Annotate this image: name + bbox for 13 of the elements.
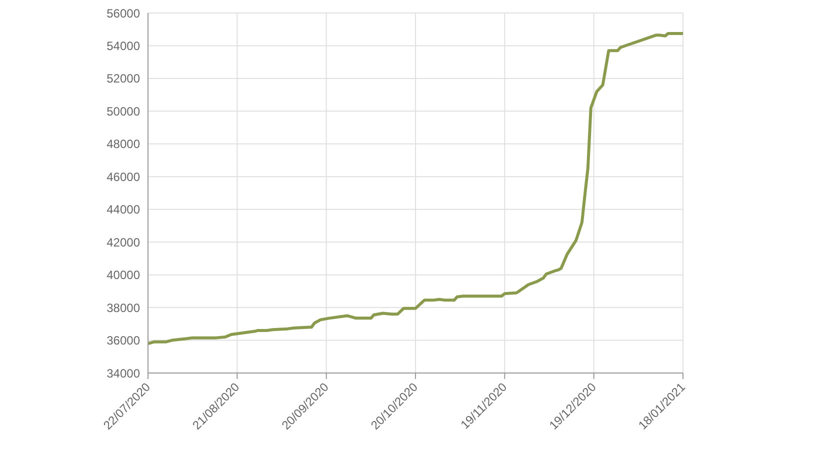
y-tick-label: 46000 [106, 170, 140, 184]
y-tick-label: 38000 [106, 300, 140, 315]
y-tick-label: 42000 [106, 235, 140, 250]
line-series [148, 32, 683, 346]
y-tick-label: 44000 [106, 202, 140, 217]
y-tick-label: 54000 [106, 38, 140, 53]
y-tick-label: 34000 [106, 366, 140, 380]
y-tick-label: 52000 [106, 72, 140, 86]
y-tick-label: 40000 [106, 268, 140, 282]
y-tick-label: 48000 [106, 137, 140, 152]
y-tick-label: 50000 [106, 104, 140, 118]
y-tick-label: 36000 [106, 334, 140, 348]
y-tick-label: 56000 [106, 6, 140, 20]
